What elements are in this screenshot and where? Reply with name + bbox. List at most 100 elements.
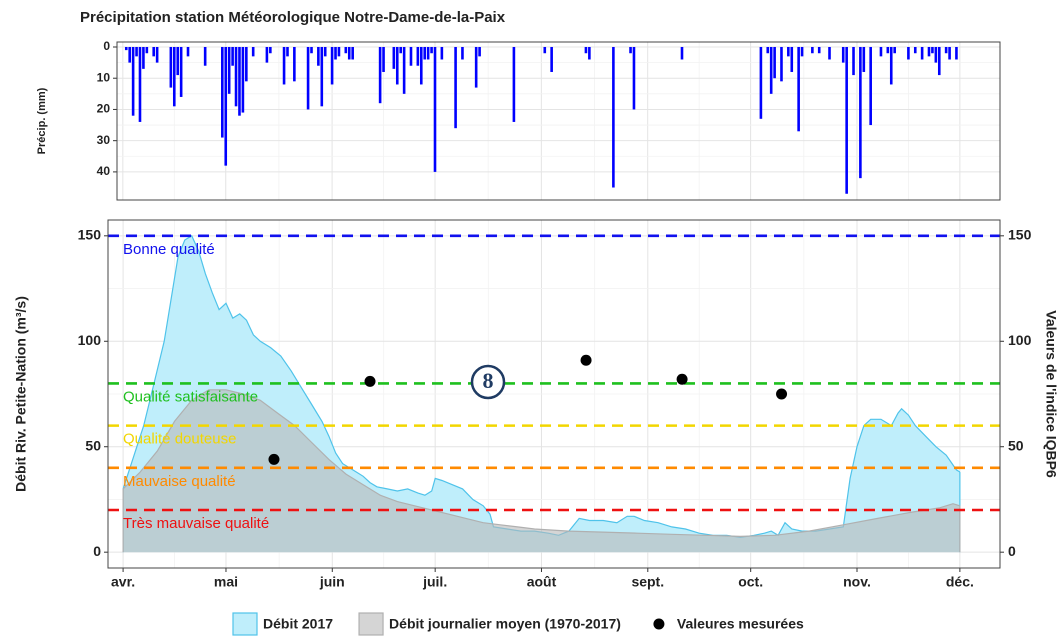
bar	[430, 46, 433, 54]
bar	[907, 46, 910, 60]
x-tick-label: juin	[319, 574, 345, 590]
bar	[169, 46, 173, 88]
bar	[629, 46, 632, 54]
badge-circle	[470, 364, 506, 400]
bar	[131, 46, 135, 116]
bar	[231, 46, 234, 66]
x-tick-label: sept.	[631, 574, 664, 590]
bar	[859, 46, 862, 179]
bar	[221, 46, 224, 138]
y-axis-title: Précip. (mm)	[36, 87, 48, 154]
threshold-label: Très mauvaise qualité	[123, 515, 269, 532]
bar	[852, 46, 855, 76]
bar	[419, 46, 423, 85]
bar	[269, 46, 272, 54]
bar	[550, 46, 553, 72]
bar	[797, 46, 800, 132]
bar	[227, 46, 231, 94]
bar	[128, 46, 131, 63]
y2-tick-label: 50	[1008, 437, 1024, 453]
bar	[416, 46, 420, 66]
y-tick-label: 20	[97, 102, 111, 116]
threshold-label: Qualité satisfaisante	[123, 388, 258, 405]
y-tick-label: 50	[85, 437, 101, 453]
bar	[886, 46, 890, 54]
bar	[337, 46, 341, 57]
bar	[293, 46, 296, 82]
bar	[817, 46, 821, 54]
bar	[612, 46, 615, 188]
bar	[931, 46, 934, 54]
bar	[426, 46, 430, 60]
bar	[461, 46, 464, 60]
bar	[841, 46, 845, 63]
area-line	[122, 389, 961, 538]
y-tick-label: 0	[103, 39, 110, 53]
y-tick-label: 0	[93, 543, 101, 559]
bar	[320, 46, 324, 107]
bar	[944, 46, 948, 54]
legend-label: Débit 2017	[263, 616, 333, 632]
bar	[766, 46, 770, 54]
legend-swatch	[358, 612, 384, 636]
bar	[152, 46, 156, 57]
badge-text: 8	[483, 368, 494, 393]
bar	[402, 46, 406, 94]
area-fill	[123, 389, 960, 553]
bar	[790, 46, 794, 72]
threshold-label: Qualité douteuse	[123, 431, 236, 448]
bar	[344, 46, 348, 54]
bar	[632, 46, 636, 110]
bar	[347, 46, 351, 60]
bar	[378, 46, 382, 104]
bar	[138, 46, 142, 122]
x-tick-label: déc.	[946, 574, 974, 590]
bar	[351, 46, 354, 60]
bar	[382, 46, 385, 72]
bar	[265, 46, 269, 63]
bar	[927, 46, 931, 57]
point	[364, 375, 376, 387]
threshold-label: Bonne qualité	[123, 241, 215, 258]
bar	[310, 46, 313, 54]
bar	[282, 46, 286, 85]
bar	[124, 46, 128, 51]
point	[580, 354, 592, 366]
y2-tick-label: 150	[1008, 227, 1032, 243]
bar	[238, 46, 241, 116]
panel	[117, 42, 1000, 200]
point	[676, 373, 688, 385]
y-tick-label: 40	[97, 164, 111, 178]
x-tick-label: août	[527, 574, 557, 590]
bar	[800, 46, 804, 57]
y-axis-title: Débit Riv. Petite-Nation (m³/s)	[13, 296, 29, 492]
bar	[399, 46, 402, 54]
x-tick-label: nov.	[843, 574, 871, 590]
panel-border	[116, 41, 1001, 201]
bar	[474, 46, 478, 88]
bar	[179, 46, 183, 97]
bar	[142, 46, 145, 69]
bar	[323, 46, 327, 57]
bar	[811, 46, 814, 54]
bar	[588, 46, 591, 60]
legend-label: Débit journalier moyen (1970-2017)	[389, 616, 621, 632]
bar	[245, 46, 248, 82]
bar	[937, 46, 941, 76]
bar	[828, 46, 831, 60]
y-tick-label: 150	[78, 227, 102, 243]
legend-swatch	[232, 612, 258, 636]
bar	[759, 46, 763, 119]
bar	[787, 46, 790, 57]
y2-tick-label: 0	[1008, 543, 1016, 559]
bar	[234, 46, 238, 107]
x-tick-label: mai	[214, 574, 238, 590]
bar	[512, 46, 516, 122]
bar	[334, 46, 337, 60]
bar	[889, 46, 893, 85]
bar	[286, 46, 289, 57]
bar	[845, 46, 848, 194]
legend-swatch	[653, 618, 665, 630]
bar	[440, 46, 444, 60]
